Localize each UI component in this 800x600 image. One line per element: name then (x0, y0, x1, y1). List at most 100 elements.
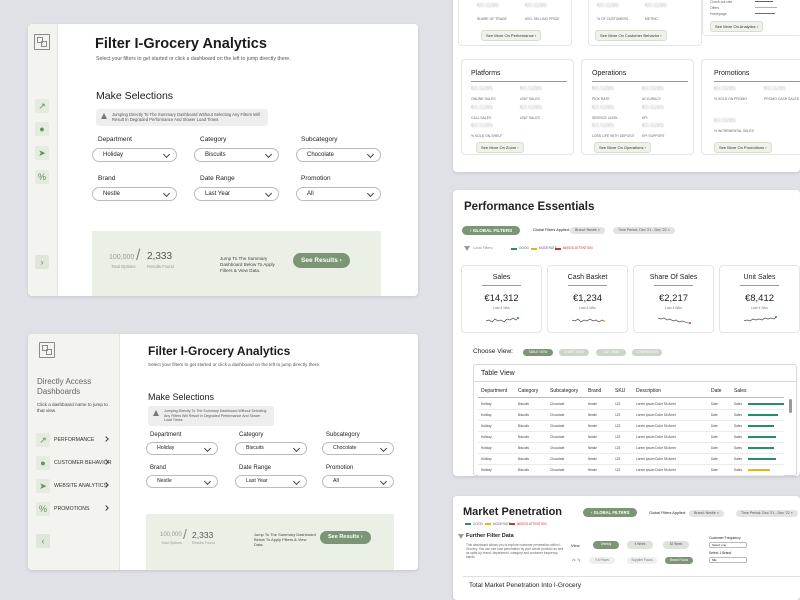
category-select[interactable]: Biscuits (235, 442, 307, 455)
metric-value: €0.0285 (592, 105, 614, 111)
promotion-select[interactable]: All (296, 187, 381, 201)
table-scrollbar[interactable] (789, 399, 792, 413)
see-more-analytics-button[interactable]: See More On Analytics › (710, 21, 764, 32)
table-cell-sku: 123 (615, 446, 621, 450)
table-cell-sub: Chocolate (550, 457, 565, 461)
header-divider (478, 397, 784, 398)
subcategory-select[interactable]: Chocolate (296, 148, 381, 162)
customer-frequency-select[interactable]: Select one (709, 542, 747, 548)
kpi-share-of-sales: Share Of Sales €2,217 Last 4 Wks (633, 265, 714, 333)
date-range-select[interactable]: Last Year (194, 187, 279, 201)
vs-hours[interactable]: Y-6 Hours (589, 557, 615, 564)
global-filters-button[interactable]: ‹ GLOBAL FILTERS (462, 226, 521, 235)
trend-icon[interactable]: ↗ (36, 433, 50, 447)
card-title: Promotions (714, 70, 750, 77)
table-cell-date: Date (711, 457, 718, 461)
department-select[interactable]: Holiday (92, 148, 177, 162)
user-icon[interactable]: ● (36, 456, 50, 470)
metric-label: AVG. SELLING PRICE (525, 17, 560, 21)
department-label: Department (150, 432, 182, 438)
legend-needs-attention: NEEDS ATTENTION (517, 522, 547, 526)
supplier-focus-tab[interactable]: Supplier Focus (627, 557, 657, 564)
sales-bar (748, 447, 774, 449)
tab-comparison[interactable]: COMPARISON (632, 349, 662, 356)
legend-moderate: MODERATE (493, 522, 511, 526)
table-cell-sub: Chocolate (550, 435, 565, 439)
see-more-operations-button[interactable]: See More On Operations › (594, 142, 651, 153)
row-divider (478, 431, 784, 432)
global-filters-button[interactable]: ‹ GLOBAL FILTERS (583, 508, 638, 517)
date-range-select[interactable]: Last Year (235, 475, 307, 488)
brand-chip[interactable]: Brand: Nestle × (570, 227, 605, 234)
customer-behavior-card: €0.0285 €0.0285 % OF CUSTOMERS METRIC Se… (588, 0, 702, 46)
nav-customer-behavior[interactable]: CUSTOMER BEHAVIOR (54, 460, 112, 466)
performance-card: €0.0285 €0.0285 SHARE OF TRADE AVG. SELL… (458, 0, 572, 46)
see-results-button[interactable]: See Results › (293, 253, 350, 268)
total-options: 100,000 (160, 532, 182, 538)
metric-label: Offers (710, 6, 720, 10)
brand-select[interactable]: Nestle (146, 475, 218, 488)
kpi-sales: Sales €14,312 Last 4 Wks (461, 265, 542, 333)
see-more-customer-button[interactable]: See More On Customer Behavior › (595, 30, 667, 41)
view-52-week[interactable]: 52 Week (663, 541, 689, 549)
percent-icon[interactable]: % (36, 502, 50, 516)
view-weekly[interactable]: Weekly (593, 541, 619, 549)
table-view: Table View Department Category Subcatego… (473, 364, 797, 476)
sidebar-title: Directly Access Dashboards (37, 377, 92, 396)
tab-chart-view[interactable]: CHART VIEW (559, 349, 589, 356)
see-more-zoom-button[interactable]: See More On Zoom › (476, 142, 524, 153)
tab-list-view[interactable]: LIST VIEW (596, 349, 626, 356)
col-category: Category (518, 388, 539, 394)
brand-label: Brand (150, 465, 167, 471)
department-select[interactable]: Holiday (146, 442, 218, 455)
total-penetration-title: Total Market Penetration Into I-Grocery (469, 582, 581, 589)
dashboard-summary: €0.0285 €0.0285 SHARE OF TRADE AVG. SELL… (453, 0, 800, 172)
col-date: Date (711, 388, 722, 394)
brand-chip[interactable]: Brand: Nestle × (689, 510, 724, 517)
row-divider (478, 420, 784, 421)
category-label: Category (239, 432, 264, 438)
table-cell-cat: Biscuits (518, 446, 529, 450)
select-brand-select[interactable]: ME (709, 557, 747, 563)
sidebar-subtitle: Click a dashboard name to jump to that v… (37, 402, 108, 413)
user-icon[interactable]: ● (35, 122, 49, 136)
total-options-label: Total Options (111, 264, 136, 269)
subcategory-select[interactable]: Chocolate (322, 442, 394, 455)
kpi-divider (482, 285, 521, 286)
metric-label: ACCURACY (642, 97, 662, 101)
table-cell-desc: Lorem ipsum Dolor Sit Amet (636, 402, 676, 406)
expand-icon[interactable]: › (35, 255, 49, 269)
page-subtitle: Select your filters to get started or cl… (148, 362, 321, 367)
see-more-promotions-button[interactable]: See More On Promotions › (714, 142, 772, 153)
metric-value: €0.0285 (477, 3, 499, 9)
table-cell-sales: Sales (734, 435, 742, 439)
tab-table-view[interactable]: TABLE VIEW (523, 349, 553, 356)
brand-select[interactable]: Nestle (92, 187, 177, 201)
table-cell-sub: Chocolate (550, 413, 565, 417)
warning-icon (153, 410, 159, 416)
cursor-icon[interactable]: ➤ (36, 479, 50, 493)
view-4-week[interactable]: 4 Week (627, 541, 653, 549)
percent-icon[interactable]: % (35, 170, 49, 184)
collapse-icon[interactable]: ‹ (36, 534, 50, 548)
vs-ty[interactable]: Vs. Ty (571, 558, 581, 562)
nav-website-analytics[interactable]: WEBSITE ANALYTICS (54, 483, 107, 489)
metric-label: PROMO CASH SALES (764, 97, 800, 101)
nav-promotions[interactable]: PROMOTIONS (54, 506, 90, 512)
nav-performance[interactable]: PERFORMANCE (54, 437, 95, 443)
category-select[interactable]: Biscuits (194, 148, 279, 162)
time-period-chip[interactable]: Time Period: Dec '21 - Dec '22 × (736, 510, 798, 517)
see-more-performance-button[interactable]: See More On Performance › (481, 30, 542, 41)
table-title: Table View (481, 370, 515, 377)
time-period-chip[interactable]: Time Period: Dec '21 - Dec '22 × (613, 227, 675, 234)
filter-panel-top: ↗ ● ➤ % › Filter I-Grocery Analytics Sel… (28, 24, 418, 296)
logo-icon (39, 342, 55, 358)
promotion-select[interactable]: All (322, 475, 394, 488)
sales-bar (748, 458, 776, 460)
metric-label: % INCREMENTAL SALES (714, 129, 754, 133)
cursor-icon[interactable]: ➤ (35, 146, 49, 160)
see-results-button[interactable]: See Results › (320, 531, 371, 544)
brand-focus-tab[interactable]: Brand Focus (665, 557, 693, 564)
trend-icon[interactable]: ↗ (35, 99, 49, 113)
filters-applied-label: Global Filters Applied: (533, 228, 570, 232)
